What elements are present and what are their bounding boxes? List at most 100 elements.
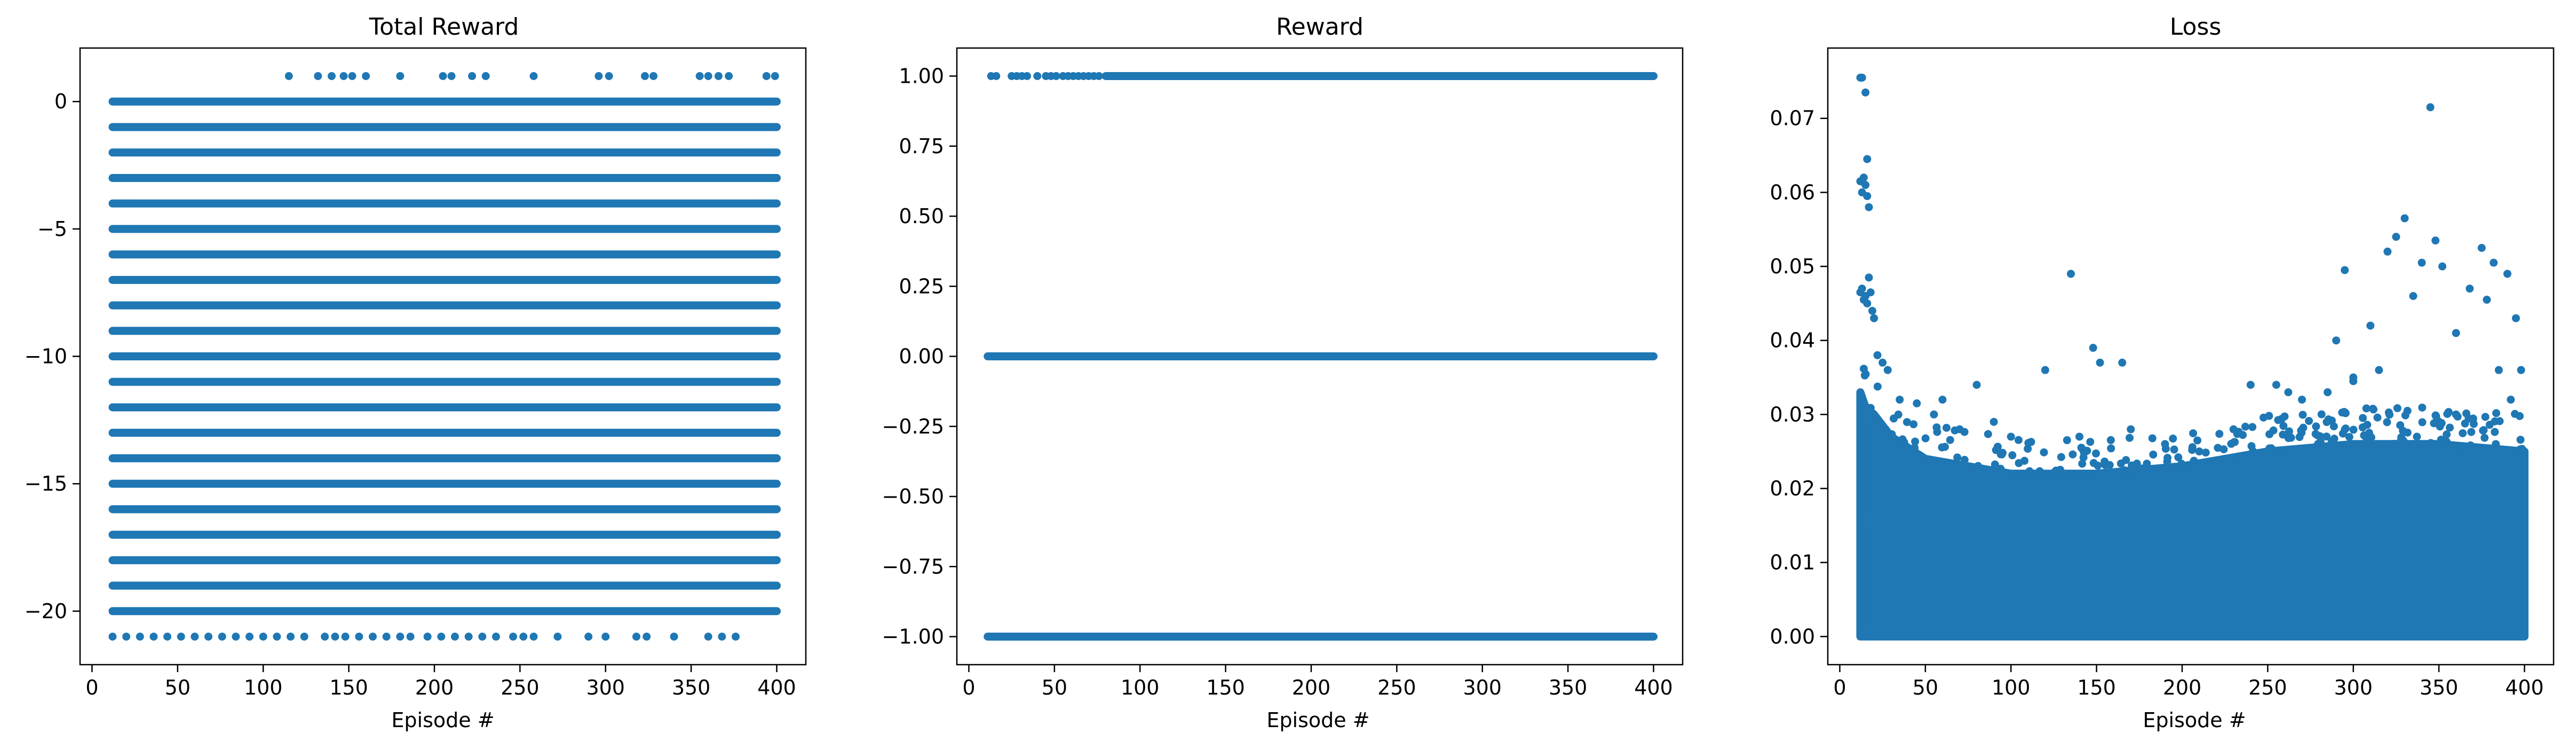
marker-point [481, 72, 490, 80]
marker-point [406, 633, 415, 641]
marker-point [1932, 423, 1941, 432]
marker-point [2507, 396, 2515, 404]
marker-point [2481, 413, 2490, 421]
marker-point [2443, 430, 2451, 439]
panel-loss: Loss 0 50 100 150 200 250 300 350 400 0.00 0.01 0.0… [1770, 13, 2555, 732]
marker-point [2248, 423, 2257, 431]
marker-point [218, 633, 226, 641]
x-tick-label: 200 [1292, 676, 1331, 699]
y-tick-label: −0.75 [882, 555, 944, 578]
marker-point [1896, 396, 1904, 404]
marker-point [468, 72, 477, 80]
marker-point [2335, 441, 2343, 450]
marker-point [2189, 429, 2198, 438]
marker-point [553, 633, 562, 641]
marker-point [1938, 443, 1946, 452]
marker-point [2193, 436, 2202, 445]
marker-point [1913, 452, 1921, 460]
marker-point [1909, 420, 1918, 429]
marker-point [2492, 440, 2500, 448]
marker-point [2027, 438, 2035, 446]
marker-point [1865, 273, 1873, 282]
marker-point [2450, 447, 2458, 455]
marker-point [2329, 422, 2338, 431]
y-tick-label: −10 [25, 345, 67, 368]
x-tick-label: 150 [1206, 676, 1245, 699]
marker-point [2020, 456, 2029, 465]
marker-point [2174, 453, 2183, 462]
y-tick-label: 0.03 [1770, 403, 1815, 426]
y-tick-label: 1.00 [899, 65, 944, 88]
marker-point [2316, 437, 2325, 446]
marker-point [2431, 236, 2440, 245]
marker-point [1865, 203, 1873, 211]
marker-point [1858, 285, 1866, 293]
marker-point [2106, 436, 2115, 444]
marker-point [2122, 469, 2131, 477]
marker-point [1904, 447, 1912, 455]
marker-point [1991, 460, 1999, 469]
x-tick-label: 50 [165, 676, 191, 699]
marker-point [2517, 366, 2525, 374]
y-tick-label: −0.25 [882, 415, 944, 438]
marker-point [2413, 432, 2421, 441]
marker-point [2400, 214, 2409, 223]
marker-point [2274, 416, 2282, 424]
marker-point [1888, 430, 1896, 438]
y-tick-label: −1.00 [882, 625, 944, 649]
marker-point [2297, 396, 2306, 404]
marker-point [762, 72, 771, 80]
marker-point [2459, 429, 2467, 437]
y-tick-label: 0.02 [1770, 477, 1815, 500]
marker-point [992, 72, 1001, 80]
marker-point [2163, 454, 2172, 462]
marker-point [1861, 88, 1870, 97]
x-tick-label: 300 [1463, 676, 1502, 699]
x-tick-label: 350 [1549, 676, 1588, 699]
x-axis-label-loss: Episode # [2143, 708, 2246, 732]
marker-point [2516, 436, 2525, 444]
marker-point [2494, 366, 2503, 374]
marker-point [2430, 440, 2439, 448]
marker-point [450, 633, 459, 641]
marker-point [2161, 440, 2169, 448]
marker-point [339, 72, 348, 80]
marker-point [1879, 358, 1887, 367]
marker-point [2418, 418, 2427, 427]
marker-point [509, 633, 518, 641]
marker-point [2426, 103, 2435, 112]
marker-point [2249, 447, 2257, 455]
y-tick-label: −0.50 [882, 485, 944, 508]
marker-point [439, 72, 447, 80]
marker-point [382, 633, 391, 641]
marker-point [2467, 428, 2476, 436]
marker-point [704, 633, 712, 641]
x-tick-label: 100 [1992, 676, 2031, 699]
marker-point [2133, 469, 2141, 478]
marker-point [731, 633, 740, 641]
marker-point [2086, 438, 2095, 446]
marker-point [1863, 299, 1872, 308]
marker-point [2490, 450, 2499, 458]
marker-point [2399, 427, 2407, 435]
marker-point [2215, 430, 2224, 438]
marker-point [1900, 438, 1908, 446]
x-tick-label: 300 [586, 676, 625, 699]
marker-point [2341, 266, 2349, 274]
marker-point [1861, 510, 1870, 519]
marker-point [2511, 314, 2520, 322]
x-tick-label: 350 [2420, 676, 2459, 699]
marker-point [2349, 373, 2358, 382]
marker-point [2177, 460, 2186, 468]
marker-point [2239, 431, 2247, 439]
marker-point [300, 633, 308, 641]
marker-point [177, 633, 185, 641]
marker-point [2401, 411, 2409, 420]
plot-area-loss: 0 50 100 150 200 250 300 350 400 0.00 0.01 0.02 0.03… [1770, 47, 2555, 699]
panel-total-reward: Total Reward 0 50 100 150 200 250 300 350 400 0 −5… [25, 13, 807, 732]
marker-point [1033, 72, 1042, 80]
marker-point [362, 72, 370, 80]
marker-point [284, 72, 293, 80]
marker-point [1913, 399, 1921, 408]
